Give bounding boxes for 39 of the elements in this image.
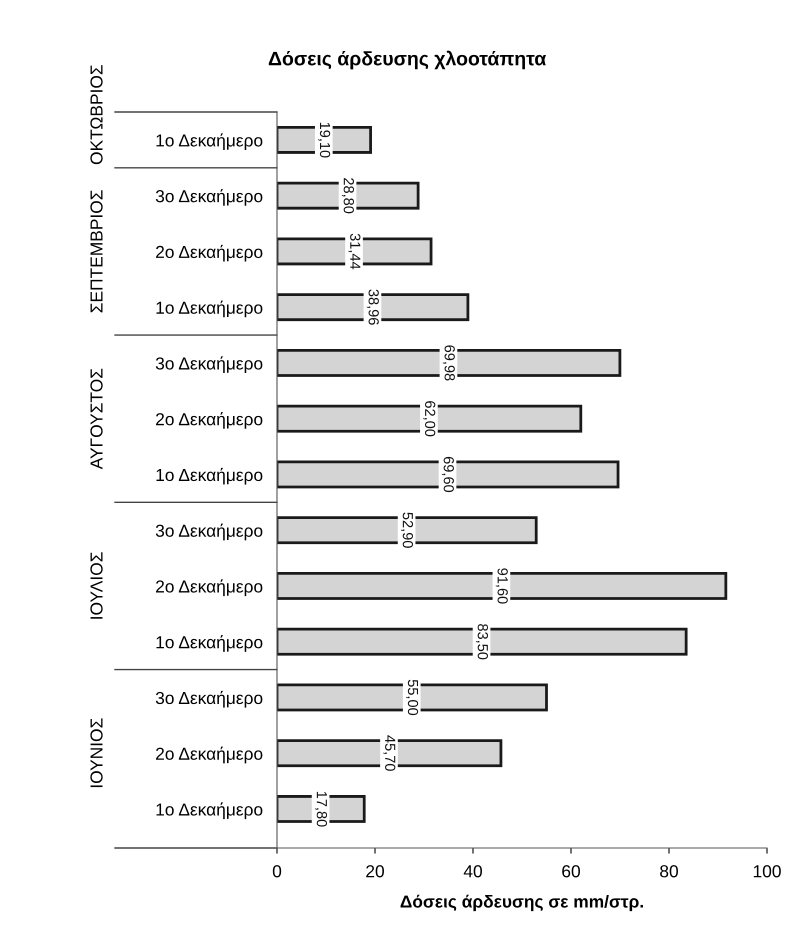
data-label: 17,80 — [314, 792, 328, 827]
y-tick-label: 1ο Δεκαήμερο — [156, 802, 262, 820]
text: ΙΟΥΝΙΟΣ — [90, 718, 103, 788]
y-tick-label: 2ο Δεκαήμερο — [156, 412, 262, 429]
data-label: 45,70 — [383, 735, 396, 771]
x-tick-label: 40 — [464, 865, 482, 878]
chart-title: Δόσεις άρδευσης χλοοτάπητα — [268, 50, 546, 70]
data-label: 52,90 — [400, 512, 414, 548]
y-tick-label: 3ο Δεκαήμερο — [156, 356, 262, 374]
data-label: 83,50 — [476, 624, 488, 660]
x-tick-label: 0 — [272, 865, 282, 878]
y-tick-label: 1ο Δεκαήμερο — [156, 300, 262, 318]
y-tick-label: 2ο Δεκαήμερο — [156, 244, 262, 262]
y-tick-label: 1ο Δεκαήμερο — [156, 468, 262, 485]
y-tick-label: 2ο Δεκαήμερο — [156, 579, 262, 596]
text: ΙΟΥΛΙΟΣ — [90, 552, 103, 619]
x-tick-label: 80 — [660, 865, 678, 878]
text: ΟΚΤΩΒΡΙΟΣ — [90, 65, 103, 164]
data-label: 91,60 — [496, 568, 508, 604]
data-label: 31,44 — [348, 234, 360, 270]
y-tick-label: 3ο Δεκαήμερο — [156, 189, 262, 206]
x-axis-title: Δόσεις άρδευσης σε mm/στρ. — [400, 894, 643, 912]
x-tick-label: 100 — [754, 865, 781, 878]
text: ΣΕΠΤΕΜΒΡΙΟΣ — [90, 190, 103, 312]
text: ΑΥΓΟΥΣΤΟΣ — [90, 368, 103, 470]
y-tick-label: 3ο Δεκαήμερο — [156, 690, 262, 708]
y-tick-label: 1ο Δεκαήμερο — [156, 635, 262, 652]
data-label: 19,10 — [318, 122, 330, 158]
data-label: 28,80 — [342, 178, 354, 214]
data-label: 69,98 — [442, 345, 455, 381]
y-tick-label: 1ο Δεκαήμερο — [156, 133, 262, 150]
x-tick-label: 60 — [562, 865, 580, 878]
data-label: 55,00 — [406, 680, 418, 716]
y-tick-label: 2ο Δεκαήμερο — [156, 746, 262, 764]
y-tick-label: 3ο Δεκαήμερο — [156, 524, 262, 540]
data-label: 69,60 — [442, 456, 454, 492]
data-label: 62,00 — [423, 401, 436, 436]
data-label: 38,96 — [366, 289, 379, 325]
x-tick-label: 20 — [366, 865, 384, 878]
